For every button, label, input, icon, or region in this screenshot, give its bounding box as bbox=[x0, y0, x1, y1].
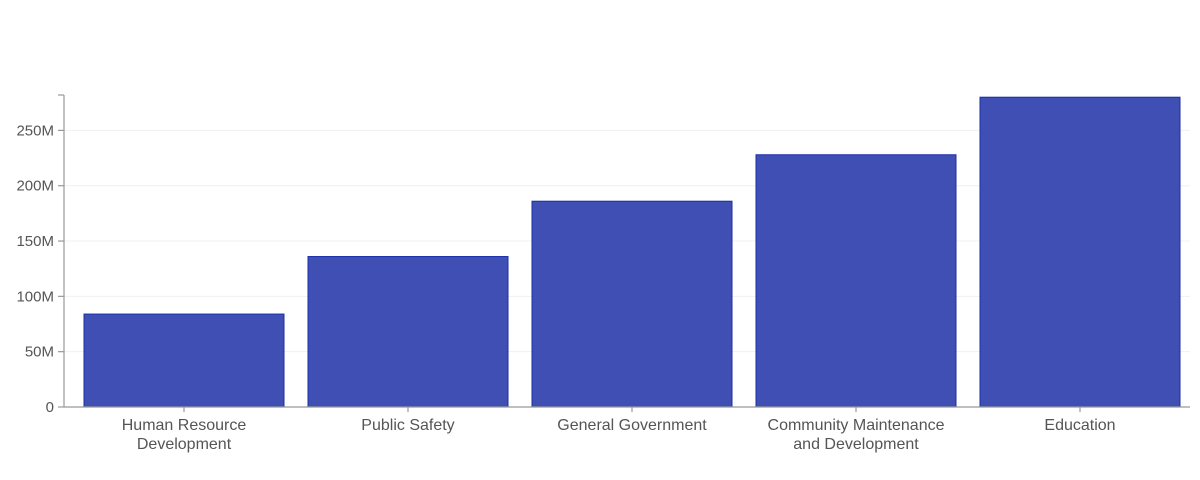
x-tick-label-line: Public Safety bbox=[361, 417, 454, 434]
x-tick-label-line: Community Maintenance bbox=[768, 417, 945, 434]
x-tick-label-line: Human Resource bbox=[122, 417, 247, 434]
bar bbox=[83, 313, 285, 408]
x-tick-label: General Government bbox=[557, 417, 707, 434]
bars bbox=[83, 96, 1181, 408]
axes bbox=[58, 94, 1190, 412]
x-tick-label: Community Maintenance and Development bbox=[768, 417, 945, 453]
x-tick-label-line: General Government bbox=[557, 417, 707, 434]
y-tick-label: 100M bbox=[16, 288, 54, 305]
y-tick-label: 50M bbox=[25, 344, 54, 361]
bar bbox=[531, 200, 733, 408]
bar bbox=[979, 96, 1181, 408]
category-labels: Human Resource Development Public Safety Ge… bbox=[122, 417, 1116, 453]
x-tick-label: Human Resource Development bbox=[122, 417, 247, 453]
y-tick-label: 150M bbox=[16, 233, 54, 250]
bar bbox=[755, 154, 957, 408]
y-tick-label: 0 bbox=[46, 399, 54, 416]
x-tick-label: Education bbox=[1044, 417, 1115, 434]
x-tick-label-line: Development bbox=[137, 436, 232, 453]
y-tick-labels: 0 50M 100M 150M 200M 250M bbox=[16, 122, 54, 416]
x-tick-label: Public Safety bbox=[361, 417, 454, 434]
y-tick-label: 250M bbox=[16, 122, 54, 139]
x-tick-label-line: and Development bbox=[793, 436, 919, 453]
x-tick-label-line: Education bbox=[1044, 417, 1115, 434]
y-tick-label: 200M bbox=[16, 178, 54, 195]
bar bbox=[307, 256, 509, 408]
